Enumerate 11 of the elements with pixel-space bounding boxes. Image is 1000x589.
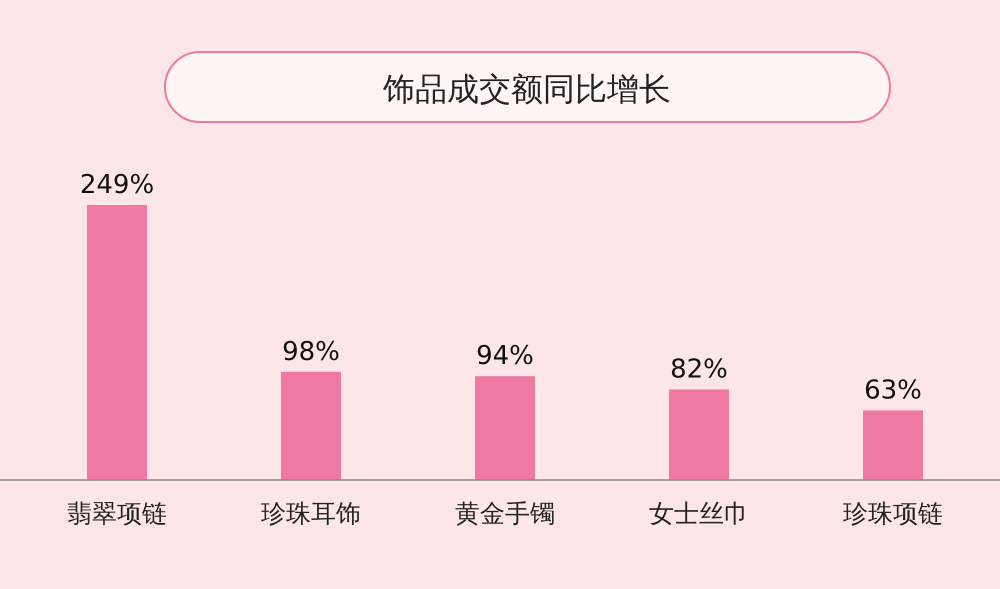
data-label: 94% (476, 341, 534, 372)
x-tick-label: 翡翠项链 (67, 499, 167, 528)
data-label: 98% (282, 336, 340, 367)
data-label: 63% (864, 375, 922, 406)
x-tick-label: 黄金手镯 (455, 499, 555, 528)
x-tick-label: 女士丝巾 (649, 499, 749, 528)
x-tick-label: 珍珠项链 (843, 499, 943, 528)
x-tick-label: 珍珠耳饰 (261, 499, 361, 528)
data-label: 82% (670, 354, 728, 384)
data-label: 249% (80, 170, 154, 200)
title: 饰品成交额同比增长 (383, 70, 671, 108)
